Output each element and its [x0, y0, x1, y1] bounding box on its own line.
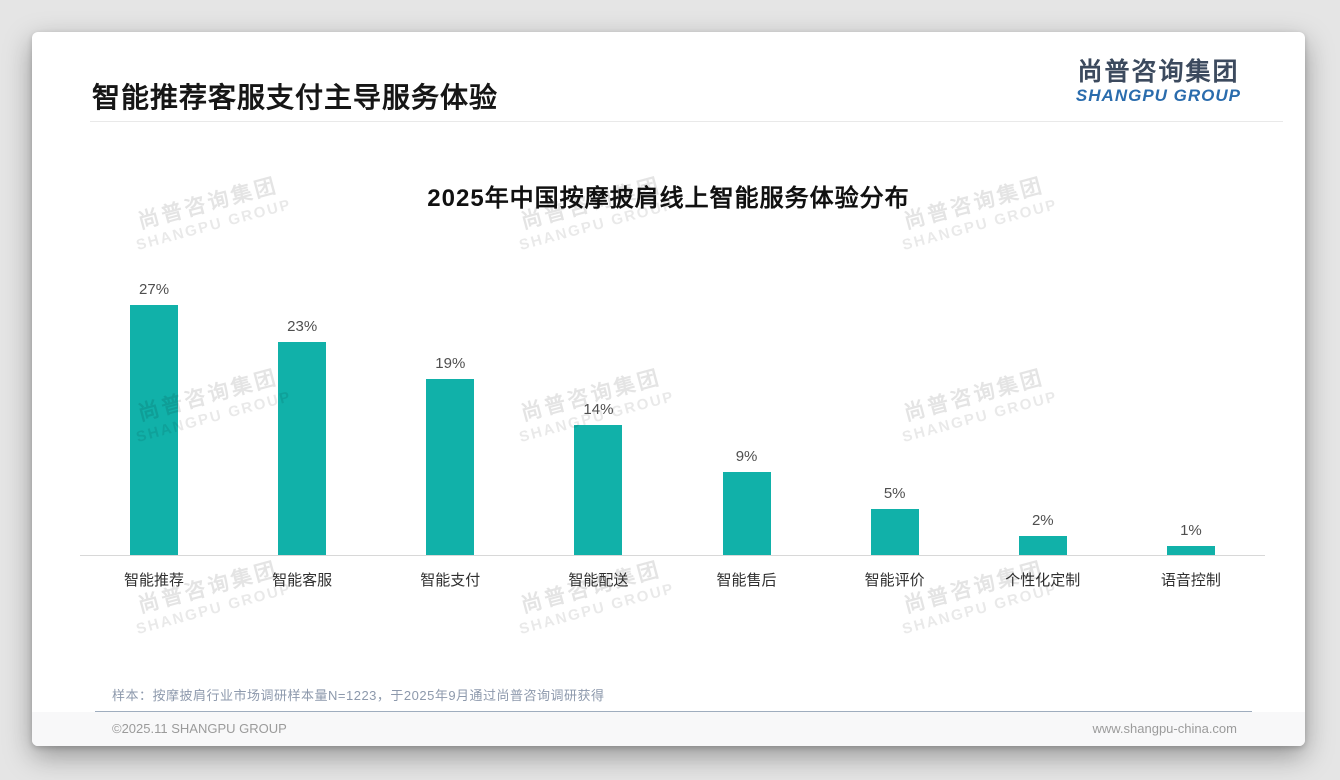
bar-value-label: 9% — [735, 448, 758, 465]
bar-column: 9% — [673, 272, 821, 555]
bars-row: 27% 23% 19% 14% 9% 5% 2% 1% — [80, 272, 1265, 555]
bar — [1018, 536, 1067, 555]
bar-value-label: 5% — [883, 485, 906, 502]
footer-divider — [95, 711, 1252, 712]
bar-column: 27% — [80, 272, 228, 555]
bar-column: 1% — [1117, 272, 1265, 555]
bar — [1166, 546, 1215, 555]
page-title: 智能推荐客服支付主导服务体验 — [92, 82, 499, 113]
bar — [722, 472, 771, 555]
bar-category-label: 智能客服 — [272, 572, 333, 589]
bar-category-label: 智能评价 — [864, 572, 925, 589]
bar-chart: 27% 23% 19% 14% 9% 5% 2% 1% — [80, 272, 1265, 555]
bar-column: 5% — [821, 272, 969, 555]
bar — [574, 425, 623, 555]
footer-website-url: www.shangpu-china.com — [1092, 721, 1237, 736]
bar-category-label: 语音控制 — [1160, 572, 1221, 589]
header-divider — [90, 121, 1283, 122]
bar-category-label: 智能配送 — [568, 572, 629, 589]
watermark: 尚普咨询集团 SHANGPU GROUP — [127, 551, 293, 638]
watermark: 尚普咨询集团 SHANGPU GROUP — [893, 551, 1059, 638]
bar-category-label: 智能售后 — [716, 572, 777, 589]
sample-footnote: 样本：按摩披肩行业市场调研样本量N=1223，于2025年9月通过尚普咨询调研获… — [112, 688, 605, 703]
bar-category-label: 个性化定制 — [1005, 572, 1081, 589]
bar-column: 2% — [969, 272, 1117, 555]
bar — [278, 342, 327, 555]
bar-column: 14% — [524, 272, 672, 555]
bar-category-label: 智能推荐 — [124, 572, 185, 589]
bar-value-label: 27% — [139, 281, 170, 298]
footer-strip: ©2025.11 SHANGPU GROUP www.shangpu-china… — [32, 712, 1305, 746]
logo-chinese-name: 尚普咨询集团 — [1077, 58, 1240, 86]
logo-english-name: SHANGPU GROUP — [1075, 85, 1241, 105]
report-slide-card: 智能推荐客服支付主导服务体验 尚普咨询集团 SHANGPU GROUP 2025… — [32, 32, 1305, 746]
footer-copyright: ©2025.11 SHANGPU GROUP — [112, 721, 287, 736]
watermark: 尚普咨询集团 SHANGPU GROUP — [510, 551, 676, 638]
bar-value-label: 14% — [583, 401, 614, 418]
bar-column: 23% — [228, 272, 376, 555]
bar-value-label: 1% — [1180, 522, 1202, 539]
bar-category-label: 智能支付 — [420, 572, 481, 589]
category-labels-row: 智能推荐 智能客服 智能支付 智能配送 智能售后 智能评价 个性化定制 语音控制 — [80, 569, 1265, 590]
bar-value-label: 23% — [287, 318, 318, 335]
bar — [870, 509, 919, 555]
bar-column: 19% — [376, 272, 524, 555]
bar-value-label: 2% — [1031, 512, 1054, 529]
chart-title: 2025年中国按摩披肩线上智能服务体验分布 — [427, 185, 910, 212]
bar-value-label: 19% — [435, 355, 466, 372]
x-axis-line — [80, 555, 1265, 556]
bar — [426, 379, 475, 555]
shangpu-group-logo: 尚普咨询集团 SHANGPU GROUP — [1076, 58, 1241, 105]
bar — [130, 305, 179, 555]
